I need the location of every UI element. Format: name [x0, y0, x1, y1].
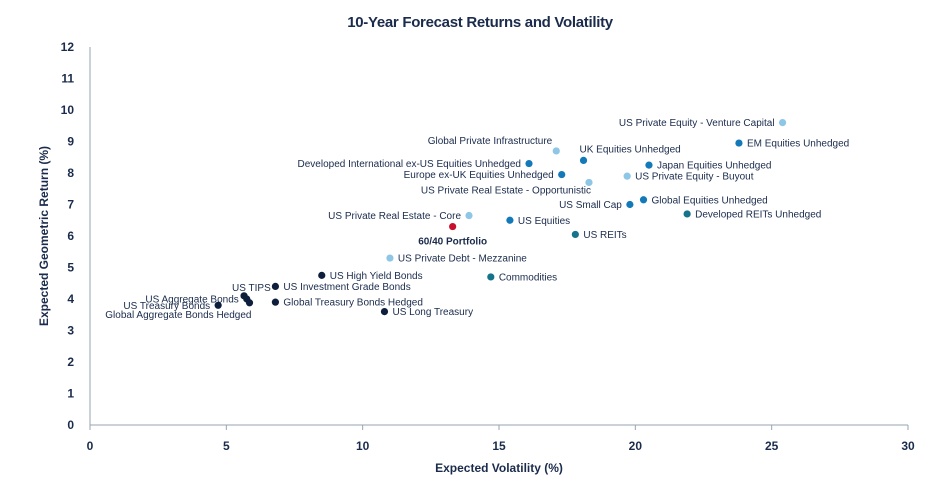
point-label: UK Equities Unhedged: [580, 144, 681, 155]
data-point: [579, 156, 588, 164]
y-tick-label: 5: [67, 261, 74, 275]
point-label: US Private Real Estate - Core: [328, 211, 461, 222]
point-label: Global Aggregate Bonds Hedged: [105, 310, 251, 321]
data-point: [271, 298, 280, 306]
data-point: [271, 282, 280, 290]
data-point: [623, 172, 631, 180]
point-label: US TIPS: [232, 283, 271, 294]
x-tick-label: 10: [356, 439, 370, 453]
point-label: US Small Cap: [559, 200, 622, 211]
point-label: EM Equities Unhedged: [747, 139, 849, 150]
y-tick-label: 8: [67, 166, 74, 180]
point-label: 60/40 Portfolio: [418, 237, 487, 248]
point-label: US Equities: [518, 216, 570, 227]
point-label: Europe ex-UK Equities Unhedged: [404, 170, 554, 181]
point-label: US REITs: [583, 230, 626, 241]
data-point: [552, 147, 560, 155]
axes: [89, 47, 908, 426]
y-tick-label: 10: [61, 103, 75, 117]
point-labels: US Private Equity - Venture Capital EM Eq…: [105, 118, 849, 321]
data-point: [571, 230, 579, 239]
y-tick-label: 9: [67, 135, 74, 149]
data-point: [449, 222, 457, 231]
data-point: [380, 308, 389, 316]
point-label: Global Private Infrastructure: [428, 136, 553, 147]
y-tick-label: 4: [67, 292, 74, 306]
x-tick-label: 5: [223, 439, 230, 453]
point-label: Global Treasury Bonds Hedged: [283, 298, 423, 309]
y-tick-label: 0: [67, 418, 74, 432]
data-point: [245, 299, 254, 307]
x-tick-label: 15: [492, 439, 506, 453]
data-point: [558, 170, 566, 179]
data-point: [487, 273, 495, 281]
y-tick-label: 7: [67, 198, 74, 212]
point-label: US Long Treasury: [392, 307, 473, 318]
chart-title: 10-Year Forecast Returns and Volatility: [347, 14, 613, 31]
data-point: [318, 271, 326, 279]
point-label: US Private Equity - Venture Capital: [619, 118, 775, 129]
point-label: US Treasury Bonds: [123, 301, 210, 312]
data-point: [214, 301, 222, 309]
point-label: US Private Real Estate - Opportunistic: [421, 185, 591, 196]
data-point: [778, 119, 787, 127]
data-point: [506, 216, 514, 224]
x-tick-label: 30: [901, 439, 915, 453]
point-label: US Investment Grade Bonds: [283, 282, 410, 293]
point-label: Commodities: [499, 272, 557, 283]
y-tick-label: 6: [67, 229, 74, 243]
point-label: Japan Equities Unhedged: [657, 161, 772, 172]
x-tick-label: 20: [629, 439, 643, 453]
point-label: Developed REITs Unhedged: [695, 209, 821, 220]
data-point: [639, 196, 648, 204]
point-label: Global Equities Unhedged: [652, 195, 768, 206]
point-label: US High Yield Bonds: [330, 271, 423, 282]
data-point: [645, 161, 653, 169]
data-point: [386, 254, 394, 262]
x-axis-title: Expected Volatility (%): [435, 461, 563, 475]
data-point: [683, 210, 691, 218]
y-axis-title: Expected Geometric Return (%): [37, 146, 51, 326]
point-label: Developed International ex-US Equities U…: [298, 159, 521, 170]
data-point: [585, 178, 593, 187]
y-tick-label: 12: [61, 40, 75, 54]
point-label: US Private Debt - Mezzanine: [398, 254, 527, 265]
point-label: US Aggregate Bonds: [145, 295, 238, 306]
y-tick-label: 2: [67, 355, 74, 369]
y-tick-label: 1: [67, 387, 74, 401]
x-tick-label: 25: [765, 439, 779, 453]
data-point: [465, 211, 473, 220]
data-point: [525, 159, 533, 168]
x-axis-ticks: 0 5 10 15 20 25 30: [87, 425, 915, 453]
y-tick-label: 11: [61, 72, 74, 86]
x-tick-label: 0: [87, 439, 94, 453]
data-point: [626, 200, 634, 209]
data-point: [735, 139, 743, 147]
data-points: [214, 119, 787, 316]
point-label: US Private Equity - Buyout: [635, 172, 754, 183]
y-tick-label: 3: [67, 324, 74, 338]
